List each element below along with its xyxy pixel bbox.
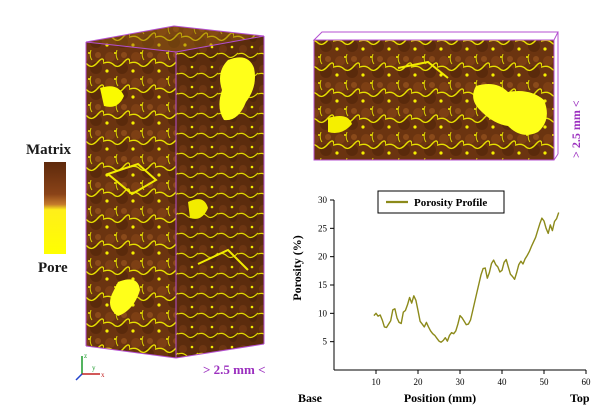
- y-tick-label: 10: [318, 308, 328, 318]
- x-axis-right-end-label: Top: [570, 391, 590, 405]
- x-tick-label: 60: [582, 377, 592, 387]
- y-tick-label: 30: [318, 195, 328, 205]
- volume-side-face: [176, 36, 264, 358]
- x-tick-label: 40: [498, 377, 508, 387]
- x-tick-label: 10: [372, 377, 382, 387]
- y-axis-label: Porosity (%): [290, 235, 304, 300]
- legend-colorbar: [44, 162, 66, 254]
- pore-slice-image: [312, 31, 559, 161]
- slice-scale-label: > 2.5 mm <: [569, 100, 583, 158]
- slice-bounding-box: [312, 31, 559, 161]
- x-tick-label: 30: [456, 377, 466, 387]
- large-pore-blob: [219, 57, 255, 121]
- pore-volume-rendering: [85, 25, 265, 359]
- x-tick-label: 20: [414, 377, 424, 387]
- y-tick-label: 15: [318, 280, 328, 290]
- axis-z-label: z: [84, 352, 87, 360]
- y-tick-label: 5: [323, 337, 328, 347]
- volume-scale-label: > 2.5 mm <: [203, 362, 266, 377]
- axis-x-label: x: [101, 371, 105, 379]
- legend-matrix-label: Matrix: [26, 142, 71, 158]
- axis-y-label: y: [92, 364, 96, 372]
- x-axis-label: Position (mm): [404, 391, 476, 405]
- legend-pore-label: Pore: [38, 260, 68, 276]
- axes-triad: z y x: [75, 352, 105, 381]
- y-tick-label: 20: [318, 252, 328, 262]
- chart-legend: Porosity Profile: [377, 190, 505, 214]
- series-line-porosity-profile: [373, 212, 560, 343]
- x-tick-label: 50: [540, 377, 550, 387]
- volume-front-face: [86, 42, 176, 358]
- porosity-profile-chart: 10 20 30 40 50 60 5 10 15 20 25 30 Porosity (%) Po…: [290, 190, 592, 405]
- volume-bounding-box: [85, 25, 265, 359]
- x-axis-left-end-label: Base: [298, 391, 323, 405]
- legend-series-label: Porosity Profile: [414, 197, 487, 209]
- slice-large-pore: [473, 84, 547, 135]
- y-tick-label: 25: [318, 223, 328, 233]
